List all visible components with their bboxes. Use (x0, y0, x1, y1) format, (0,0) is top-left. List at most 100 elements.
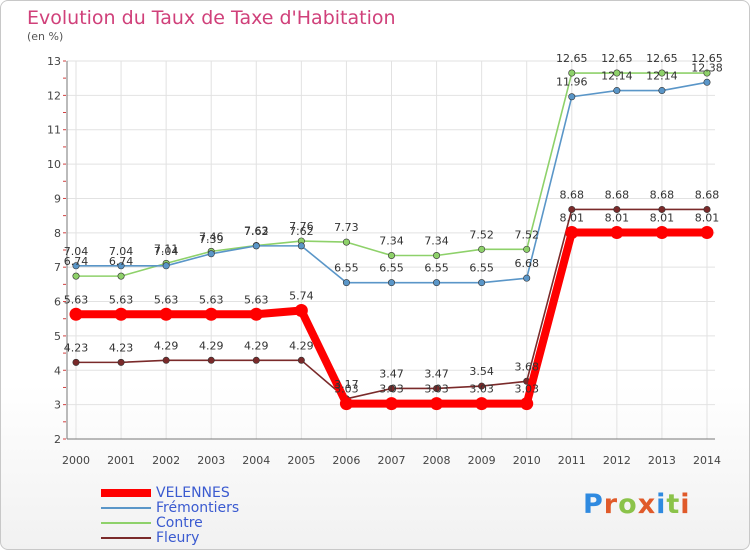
data-point (430, 397, 444, 411)
x-tick-label: 2014 (693, 454, 721, 467)
data-point (117, 272, 125, 280)
data-point (162, 356, 170, 364)
y-tick-label: 12 (47, 89, 61, 102)
x-tick-label: 2003 (197, 454, 225, 467)
data-label: 4.29 (154, 339, 179, 352)
data-point (114, 307, 128, 321)
legend-item: VELENNES (101, 485, 361, 501)
data-point (568, 205, 576, 213)
y-tick-label: 11 (47, 124, 61, 137)
data-label: 5.74 (289, 289, 314, 302)
data-point (703, 205, 711, 213)
data-point (433, 384, 441, 392)
data-point (249, 307, 263, 321)
data-label: 8.68 (560, 188, 585, 201)
data-label: 12.65 (556, 52, 588, 65)
data-label: 7.62 (289, 225, 314, 238)
data-point (207, 356, 215, 364)
data-label: 4.29 (289, 339, 314, 352)
data-point (658, 205, 666, 213)
legend-item: Contre (101, 515, 361, 531)
data-point (72, 262, 80, 270)
logo-letter: i (680, 489, 691, 520)
data-point (613, 69, 621, 77)
data-label: 7.04 (109, 245, 134, 258)
data-label: 5.63 (244, 293, 269, 306)
data-point (523, 274, 531, 282)
x-tick-label: 2011 (558, 454, 586, 467)
data-point (342, 238, 350, 246)
data-label: 6.55 (469, 262, 494, 275)
data-point (72, 358, 80, 366)
data-label: 3.03 (424, 383, 449, 396)
y-tick-label: 2 (54, 433, 61, 446)
chart-subtitle: (en %) (27, 30, 64, 43)
data-point (294, 303, 308, 317)
data-label: 3.47 (379, 367, 404, 380)
data-point (568, 69, 576, 77)
data-point (342, 279, 350, 287)
data-label: 5.63 (199, 293, 224, 306)
data-label: 7.62 (244, 225, 269, 238)
data-label: 7.34 (424, 234, 449, 247)
data-label: 8.01 (605, 211, 630, 224)
x-tick-label: 2002 (152, 454, 180, 467)
data-label: 3.03 (379, 383, 404, 396)
data-label: 3.03 (334, 383, 359, 396)
y-tick-label: 3 (54, 399, 61, 412)
data-label: 6.55 (334, 262, 359, 275)
y-tick-label: 4 (54, 364, 61, 377)
data-point (387, 384, 395, 392)
data-point (700, 225, 714, 239)
data-label: 3.03 (514, 383, 539, 396)
data-point (613, 87, 621, 95)
data-point (475, 397, 489, 411)
x-tick-label: 2004 (242, 454, 270, 467)
data-point (252, 356, 260, 364)
y-tick-label: 7 (54, 261, 61, 274)
logo-letter: P (583, 489, 604, 520)
logo-letter: x (637, 489, 657, 520)
data-point (385, 397, 398, 411)
data-point (297, 242, 305, 250)
legend-swatch (101, 522, 151, 524)
data-label: 8.68 (605, 188, 630, 201)
x-tick-label: 2001 (107, 454, 135, 467)
data-label: 12.14 (601, 70, 633, 83)
data-point (478, 279, 486, 287)
chart-title: Evolution du Taux de Taxe d'Habitation (27, 7, 396, 29)
x-tick-label: 2007 (378, 454, 406, 467)
y-tick-label: 5 (54, 330, 61, 343)
data-label: 7.11 (154, 242, 179, 255)
logo-letter: t (666, 489, 681, 520)
data-label: 7.73 (334, 221, 359, 234)
data-point (207, 250, 215, 258)
y-tick-label: 8 (54, 227, 61, 240)
data-point (339, 397, 353, 411)
legend-label: Fleury (156, 530, 200, 546)
data-label: 7.46 (199, 230, 224, 243)
legend-item: Fleury (101, 530, 361, 546)
data-label: 4.23 (109, 341, 134, 354)
data-point (478, 382, 486, 390)
data-point (159, 307, 173, 321)
data-label: 7.52 (514, 228, 539, 241)
data-label: 12.65 (646, 52, 678, 65)
x-tick-label: 2009 (468, 454, 496, 467)
y-tick-label: 13 (47, 55, 61, 68)
data-label: 7.34 (379, 234, 404, 247)
legend-label: Frémontiers (156, 500, 240, 516)
data-label: 6.55 (424, 262, 449, 275)
legend-swatch (101, 537, 151, 539)
data-label: 12.38 (691, 61, 723, 74)
data-point (117, 358, 125, 366)
data-label: 6.68 (514, 257, 539, 270)
logo-letter: r (603, 489, 619, 520)
data-point (297, 356, 305, 364)
x-tick-label: 2005 (287, 454, 315, 467)
data-label: 12.65 (691, 52, 723, 65)
data-point (387, 251, 395, 259)
data-label: 6.74 (64, 255, 89, 268)
